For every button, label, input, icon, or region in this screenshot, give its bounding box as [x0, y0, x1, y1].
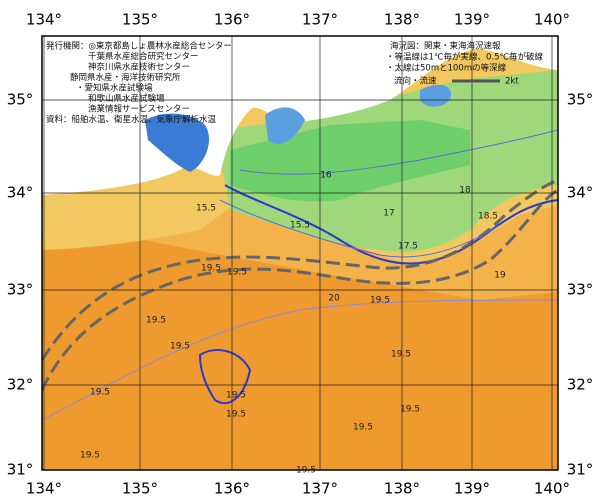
- lat-label: 32°: [7, 376, 34, 394]
- lat-label: 34°: [567, 184, 594, 202]
- lat-label: 33°: [567, 281, 594, 299]
- contour-label: 19.5: [170, 342, 190, 352]
- contour-label: 16: [320, 171, 332, 181]
- info-line: 静岡県水産・海洋技術研究所: [70, 72, 181, 83]
- bay: [145, 113, 210, 172]
- contour-label: 15.5: [196, 204, 216, 214]
- lat-label: 32°: [567, 376, 594, 394]
- info-line: 和歌山県水産試験場: [88, 93, 165, 104]
- contour-label: 15.5: [290, 221, 310, 231]
- bay: [420, 84, 451, 107]
- contour-label: 19.5: [226, 391, 246, 401]
- lon-label: 140°: [534, 11, 570, 29]
- current-line: [42, 188, 558, 391]
- contour-label: 18: [459, 186, 471, 196]
- contour-label: 19: [494, 271, 506, 281]
- ocean-green-dark: [230, 120, 470, 202]
- info-line: 資料：船舶水温、衛星水温、気象庁解析水温: [46, 114, 217, 125]
- lon-label: 137°: [302, 480, 338, 498]
- lat-label: 35°: [7, 91, 34, 109]
- lon-label: 138°: [384, 11, 420, 29]
- contour-label: 18.5: [478, 212, 498, 222]
- contour-label: 19.5: [400, 405, 420, 415]
- legend-line: 海況図：関東・東海海況速報: [390, 41, 501, 52]
- lon-label: 140°: [534, 480, 570, 498]
- contour-label: 19.5: [226, 410, 246, 420]
- isotherm: [239, 129, 558, 175]
- isotherm: [42, 299, 558, 421]
- lon-label: 138°: [384, 480, 420, 498]
- map-frame: [41, 35, 559, 471]
- info-line: 漁業情報サービスセンター: [88, 104, 190, 115]
- info-line: ・愛知県水産試験場: [76, 83, 153, 94]
- info-line: 発行機関：◎東京都島しょ農林水産総合センター: [46, 41, 232, 52]
- lon-label: 137°: [302, 11, 338, 29]
- lon-label: 136°: [214, 480, 250, 498]
- bay: [265, 107, 305, 144]
- lon-label: 135°: [122, 480, 158, 498]
- lon-label: 136°: [214, 11, 250, 29]
- lon-label: 135°: [122, 11, 158, 29]
- contour-label: 19.5: [370, 296, 390, 306]
- lat-label: 34°: [7, 184, 34, 202]
- legend-line: ・等温線は1℃毎が実線、0.5℃毎が破線: [386, 52, 544, 63]
- current-line: [42, 178, 558, 361]
- lat-label: 31°: [7, 461, 34, 479]
- contour-label: 19.5: [391, 350, 411, 360]
- depth-contour: [224, 184, 558, 265]
- lat-label: 31°: [567, 461, 594, 479]
- contour-label: 19.5: [201, 264, 221, 274]
- isotherm: [219, 199, 501, 258]
- lat-label: 33°: [7, 281, 34, 299]
- lon-label: 139°: [454, 480, 490, 498]
- contour-label: 19.5: [90, 388, 110, 398]
- flow-value: 2kt: [505, 77, 519, 87]
- info-line: 千葉県水産総合研究センター: [88, 51, 199, 62]
- lon-label: 134°: [26, 480, 62, 498]
- contour-label: 19.5: [80, 451, 100, 461]
- contour-label: 19.5: [353, 423, 373, 433]
- contour-label: 17: [383, 209, 394, 219]
- contour-label: 17.5: [398, 242, 418, 252]
- info-line: 神奈川県水産技術センター: [88, 62, 190, 73]
- contour-label: 19.5: [146, 316, 166, 326]
- depth-contour: [198, 349, 252, 405]
- contour-label: 19.5: [296, 466, 316, 476]
- contour-label: 20: [328, 294, 340, 304]
- lon-label: 139°: [454, 11, 490, 29]
- lon-label: 134°: [26, 11, 62, 29]
- flow-label: 流向・流速: [394, 76, 437, 87]
- contour-label: 19.5: [227, 268, 247, 278]
- map-area: [42, 36, 558, 470]
- lat-label: 35°: [567, 91, 594, 109]
- legend-line: ・太線は50mと100mの等深線: [386, 63, 507, 74]
